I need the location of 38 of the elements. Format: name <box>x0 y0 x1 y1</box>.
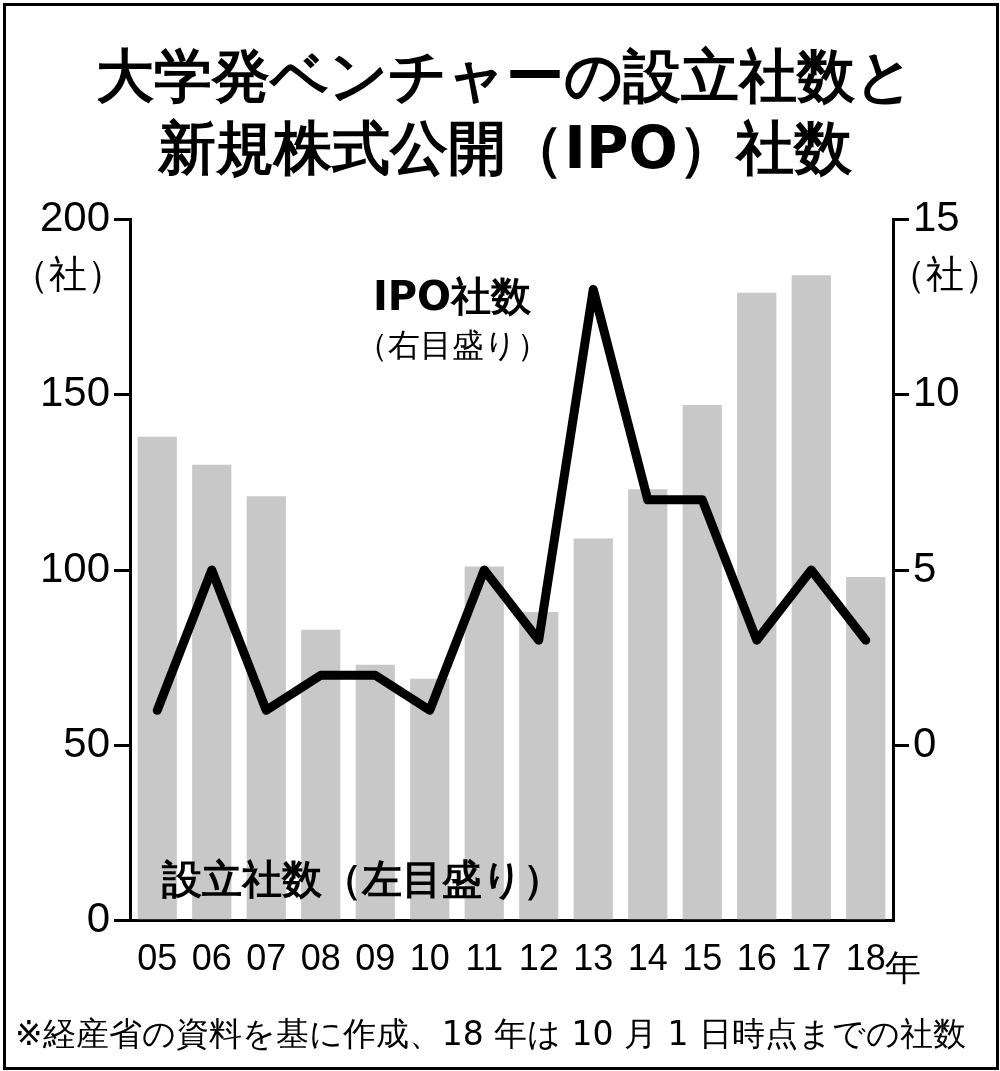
annotation: 設立社数（左目盛り） <box>161 856 563 903</box>
y-tick-label: 200 <box>39 192 110 240</box>
x-tick-label: 16 <box>736 937 777 979</box>
bar <box>737 292 777 920</box>
chart-title: 大学発ベンチャーの設立社数と新規株式公開（IPO）社数 <box>95 41 915 184</box>
y2-tick-label: 0 <box>913 718 937 766</box>
x-tick-label: 09 <box>355 937 396 979</box>
x-tick-label: 05 <box>137 937 178 979</box>
y2-axis-title: （社） <box>888 252 1000 297</box>
bar <box>791 275 831 920</box>
text: ※経産省の資料を基に作成、18 年は 10 月 1 日時点までの社数 <box>15 1013 967 1055</box>
x-tick-label: 10 <box>409 937 450 979</box>
y-tick-label: 0 <box>86 894 110 942</box>
y-tick-label: 50 <box>63 718 110 766</box>
x-tick-label: 18 <box>845 937 886 979</box>
bar <box>573 538 613 920</box>
x-tick-label: 14 <box>627 937 668 979</box>
y-tick-label: 100 <box>39 543 110 591</box>
x-axis-title: 年 <box>885 947 921 989</box>
y-tick-label: 150 <box>39 368 110 416</box>
x-tick-label: 13 <box>573 937 614 979</box>
x-tick-label: 06 <box>191 937 232 979</box>
y2-tick-label: 10 <box>913 368 960 416</box>
x-tick-label: 15 <box>682 937 723 979</box>
x-tick-label: 11 <box>465 937 503 979</box>
bar <box>682 405 722 920</box>
annotation: IPO社数 <box>372 272 533 319</box>
x-tick-label: 08 <box>300 937 341 979</box>
bar <box>846 577 886 920</box>
x-tick-label: 12 <box>518 937 559 979</box>
annotation: （右目盛り） <box>355 325 549 364</box>
x-tick-label: 07 <box>246 937 287 979</box>
x-tick-label: 17 <box>791 937 832 979</box>
y2-tick-label: 5 <box>913 543 937 591</box>
bar <box>628 489 668 920</box>
y-axis-title: （社） <box>11 252 125 297</box>
y2-tick-label: 15 <box>913 192 960 240</box>
bar <box>519 612 559 920</box>
